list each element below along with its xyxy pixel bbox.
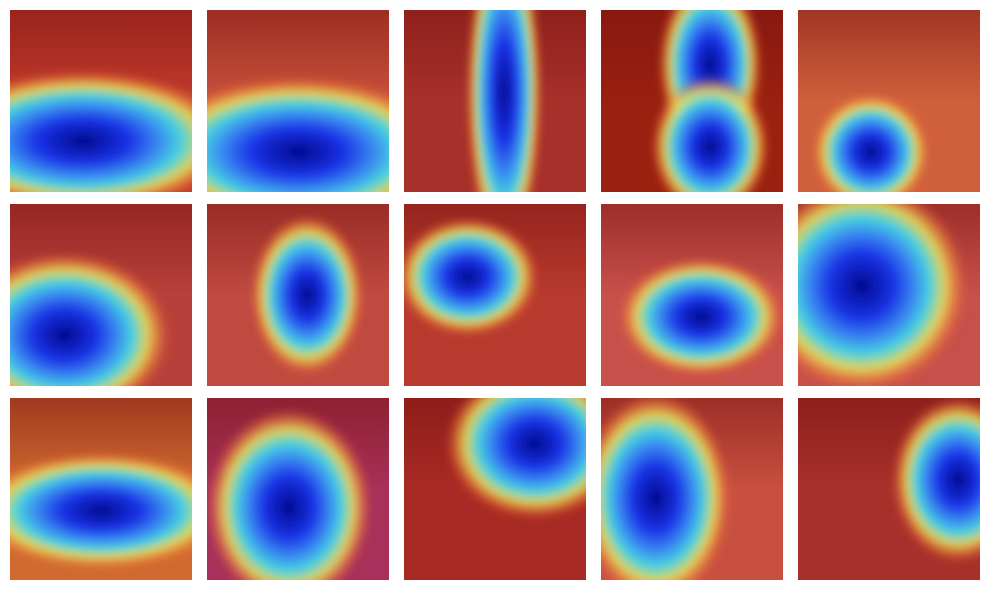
heatmap-blob [601,398,732,580]
heatmap-blob [10,70,192,192]
heatmap-blob [466,10,542,192]
heatmap-tile [798,10,980,192]
heatmap-tile [601,204,783,386]
heatmap-blob [207,407,372,580]
heatmap-tile [798,204,980,386]
heatmap-blob [445,398,586,520]
heatmap-blob [618,257,783,376]
heatmap-tile [601,10,783,192]
heatmap-tile [10,10,192,192]
tile-shade [798,10,980,101]
heatmap-tile [207,398,389,580]
heatmap-blob [651,75,770,192]
heatmap-blob [207,76,389,192]
heatmap-blob [10,252,172,386]
heatmap-blob [811,92,930,192]
heatmap-tile [207,10,389,192]
heatmap-blob [891,398,980,563]
heatmap-blob [250,214,364,376]
heatmap-blob [404,217,539,336]
heatmap-tile [404,204,586,386]
heatmap-tile [798,398,980,580]
heatmap-tile [404,398,586,580]
heatmap-tile [10,204,192,386]
heatmap-tile [404,10,586,192]
heatmap-tile [601,398,783,580]
heatmap-tile [10,398,192,580]
heatmap-tile [207,204,389,386]
heatmap-blob [798,204,969,386]
heatmap-blob [10,451,192,570]
